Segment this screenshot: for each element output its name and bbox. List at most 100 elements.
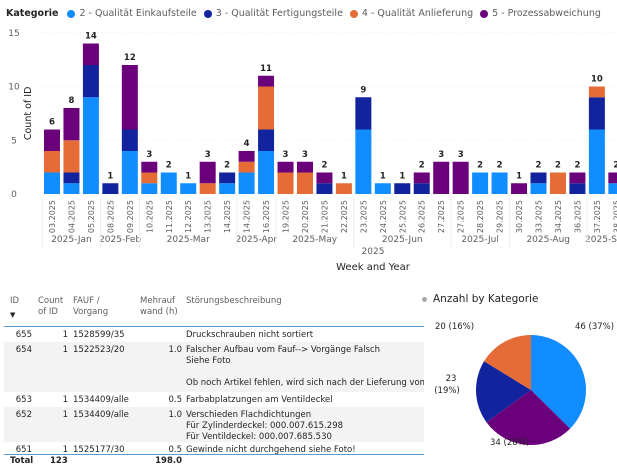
bar-segment[interactable] (258, 151, 275, 194)
bar-segment[interactable] (413, 183, 430, 194)
title-dot-icon (422, 296, 427, 302)
bar-segment[interactable] (530, 183, 547, 194)
bar-segment[interactable] (258, 86, 275, 130)
legend-item[interactable]: 3 - Qualität Fertigungsteile (215, 8, 343, 19)
sort-desc-icon[interactable]: ▼ (10, 311, 16, 319)
x-tick-label: 30.2025 (515, 200, 524, 233)
bar-segment[interactable] (82, 65, 99, 98)
bar-segment[interactable] (511, 183, 528, 194)
bar-segment[interactable] (44, 172, 60, 195)
bar-segment[interactable] (63, 140, 80, 173)
bar-segment[interactable] (63, 172, 80, 184)
bar-segment[interactable] (394, 183, 411, 194)
cell-id: 652 (15, 410, 32, 420)
header-divider (4, 326, 424, 327)
bar-segment[interactable] (296, 172, 313, 195)
bar-segment[interactable] (199, 161, 216, 184)
bar-total-label: 3 (438, 150, 444, 160)
bar-segment[interactable] (180, 183, 197, 194)
bar-segment[interactable] (569, 172, 586, 184)
bar-segment[interactable] (588, 86, 605, 98)
bar-segment[interactable] (238, 151, 255, 162)
bar-segment[interactable] (258, 75, 275, 87)
bar-segment[interactable] (238, 172, 255, 195)
legend-dot-icon (67, 9, 76, 18)
cell-count: 1 (62, 395, 68, 405)
pie-slice[interactable] (531, 335, 586, 429)
legend-item[interactable]: 4 - Qualität Anlieferung (361, 8, 474, 19)
bar-segment[interactable] (219, 183, 236, 194)
x-axis-title: Week and Year (336, 262, 411, 273)
legend-dot-icon (349, 9, 358, 18)
bar-segment[interactable] (413, 172, 430, 184)
bar-total-label: 3 (458, 150, 464, 160)
x-tick-label: 14.2025 (243, 200, 252, 233)
bar-segment[interactable] (608, 172, 617, 184)
bar-segment[interactable] (82, 43, 99, 66)
table-row[interactable]: 652 1 1534409/alle 1.0 Verschieden Flachdich… (4, 407, 424, 442)
bar-segment[interactable] (277, 161, 294, 173)
cell-count: 1 (62, 345, 68, 355)
bar-segment[interactable] (433, 161, 450, 194)
col-header-fauf[interactable]: FAUF / Vorgang (73, 296, 109, 317)
pie-slice[interactable] (476, 361, 531, 423)
bar-segment[interactable] (588, 97, 605, 130)
legend-item[interactable]: 2 - Qualität Einkaufsteile (79, 8, 197, 19)
bar-segment[interactable] (277, 172, 294, 195)
bar-segment[interactable] (219, 172, 236, 184)
x-tick-label: 20.2025 (301, 200, 310, 233)
bar-segment[interactable] (316, 183, 333, 194)
month-label: 2025-Aug (526, 235, 570, 245)
col-header-id[interactable]: ID (10, 296, 20, 306)
bar-segment[interactable] (491, 172, 508, 195)
bar-segment[interactable] (141, 161, 158, 173)
table-row[interactable]: 651 1 1525177/30 0.5 Gewinde nicht durchgehe… (4, 442, 424, 457)
bar-segment[interactable] (296, 161, 313, 173)
bar-segment[interactable] (82, 97, 99, 194)
bar-segment[interactable] (141, 172, 158, 184)
bar-segment[interactable] (121, 151, 138, 194)
bar-segment[interactable] (44, 151, 60, 173)
table-row[interactable]: 653 1 1534409/alle 0.5 Farbabplatzungen am V… (4, 392, 424, 407)
bar-segment[interactable] (355, 129, 372, 195)
bar-segment[interactable] (258, 129, 275, 152)
bar-segment[interactable] (608, 183, 617, 194)
col-header-desc[interactable]: Störungsbeschreibung (186, 296, 282, 306)
bar-segment[interactable] (199, 183, 216, 194)
month-label: 2025-Jun (382, 235, 423, 245)
month-label: 2025-Feb (99, 235, 141, 245)
x-tick-label: 05.2025 (87, 200, 96, 233)
col-header-count[interactable]: Count of ID (38, 296, 64, 317)
bar-segment[interactable] (355, 97, 372, 130)
table-row[interactable]: 654 1 1522523/20 1.0 Falscher Aufbau vom Fau… (4, 342, 424, 392)
bar-segment[interactable] (160, 172, 177, 195)
cell-description: Druckschrauben nicht sortiert (186, 330, 314, 340)
bar-segment[interactable] (588, 129, 605, 195)
bar-segment[interactable] (452, 161, 469, 194)
bar-segment[interactable] (63, 108, 80, 141)
month-label: 2025-Mar (167, 235, 210, 245)
col-header-mehraufwand[interactable]: Mehrauf wand (h) (140, 296, 178, 317)
bar-segment[interactable] (121, 129, 138, 152)
bar-segment[interactable] (121, 65, 138, 130)
bar-segment[interactable] (102, 183, 119, 194)
bar-segment[interactable] (530, 172, 547, 184)
legend-item[interactable]: 5 - Prozessabweichung (492, 8, 601, 19)
x-tick-label: 10.2025 (145, 200, 154, 233)
bar-segment[interactable] (63, 183, 80, 194)
bar-segment[interactable] (569, 183, 586, 194)
bar-segment[interactable] (316, 172, 333, 184)
pie-slice[interactable] (486, 390, 571, 445)
pie-slice[interactable] (484, 335, 531, 390)
bar-segment[interactable] (472, 172, 489, 195)
cell-fauf: 1534409/alle (73, 395, 129, 405)
bar-segment[interactable] (374, 183, 391, 194)
table-row[interactable]: 655 1 1528599/35 Druckschrauben nicht sorti… (4, 327, 424, 342)
bar-segment[interactable] (238, 161, 255, 173)
bar-segment[interactable] (335, 183, 352, 194)
bar-segment[interactable] (141, 183, 158, 194)
bar-segment[interactable] (549, 172, 566, 195)
bar-total-label: 11 (260, 64, 272, 74)
bar-segment[interactable] (44, 129, 60, 152)
